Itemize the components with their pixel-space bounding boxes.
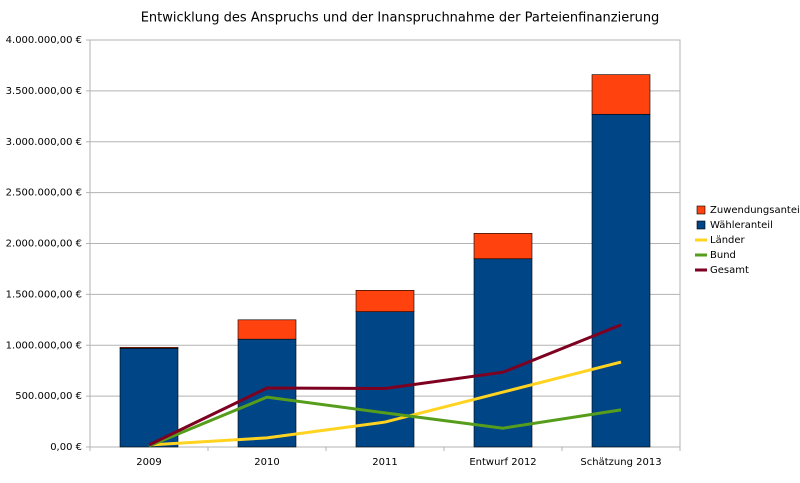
x-tick-label: 2010 xyxy=(254,457,279,468)
x-tick-label: Schätzung 2013 xyxy=(580,457,661,468)
chart-title: Entwicklung des Anspruchs und der Inansp… xyxy=(141,11,660,26)
legend-label: Gesamt xyxy=(710,265,749,276)
bar xyxy=(591,74,651,115)
legend-swatch xyxy=(696,205,706,215)
bar xyxy=(591,113,651,448)
line xyxy=(148,360,622,447)
legend-swatch xyxy=(696,220,706,230)
x-tick-label: Entwurf 2012 xyxy=(469,457,536,468)
bar xyxy=(237,338,297,448)
line xyxy=(148,323,622,447)
y-tick-label: 3.000.000,00 € xyxy=(6,137,82,148)
bar xyxy=(119,346,179,349)
legend-label: Bund xyxy=(710,250,736,261)
bar xyxy=(355,311,415,448)
x-tick-label: 2011 xyxy=(372,457,397,468)
y-tick-label: 4.000.000,00 € xyxy=(6,35,82,46)
line xyxy=(148,395,622,448)
y-tick-label: 0,00 € xyxy=(50,442,82,453)
bar xyxy=(237,319,297,340)
bar xyxy=(473,233,533,260)
legend-label: Wähleranteil xyxy=(710,220,773,231)
x-tick-label: 2009 xyxy=(136,457,161,468)
y-tick-label: 1.000.000,00 € xyxy=(6,340,82,351)
y-tick-label: 500.000,00 € xyxy=(15,391,82,402)
bar xyxy=(473,258,533,448)
y-tick-label: 3.500.000,00 € xyxy=(6,86,82,97)
bar xyxy=(119,348,179,448)
legend-label: Länder xyxy=(710,235,746,246)
y-tick-label: 2.000.000,00 € xyxy=(6,239,82,250)
y-tick-label: 2.500.000,00 € xyxy=(6,188,82,199)
y-tick-label: 1.500.000,00 € xyxy=(6,289,82,300)
bar xyxy=(355,290,415,312)
legend-label: Zuwendungsanteil xyxy=(710,205,800,216)
